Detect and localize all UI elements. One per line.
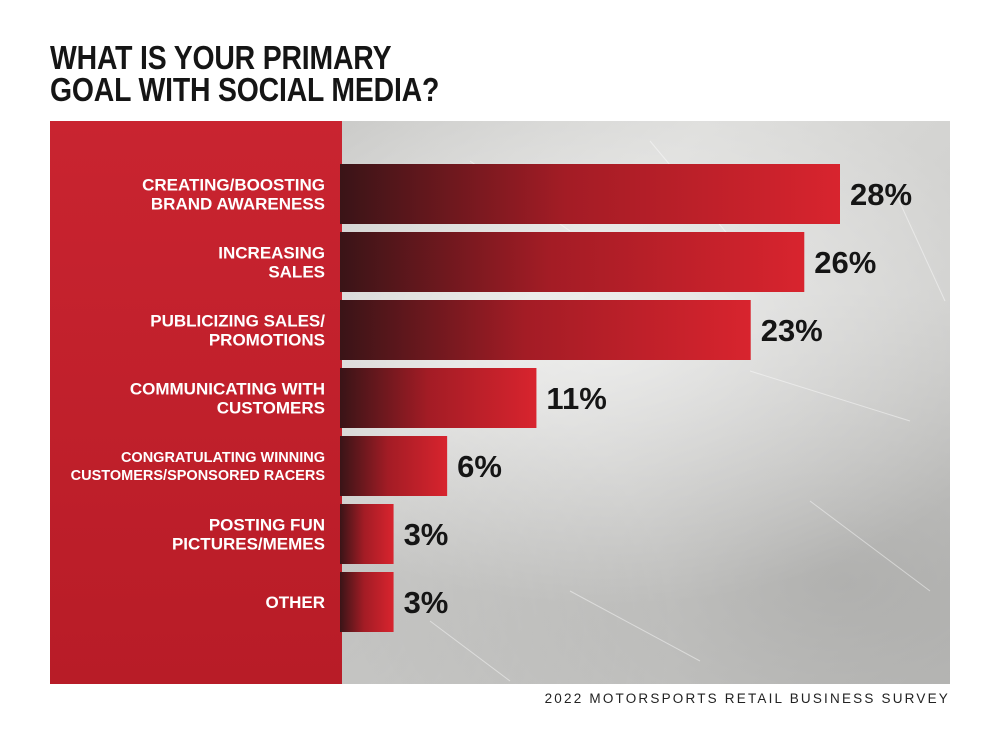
chart-title-line-1: WHAT IS YOUR PRIMARY xyxy=(50,39,392,76)
bar-5 xyxy=(340,436,448,496)
category-label-1: CREATING/BOOSTING BRAND AWARENESS xyxy=(142,176,325,214)
value-label-6: 3% xyxy=(404,517,449,552)
chart-title-line-2: GOAL WITH SOCIAL MEDIA? xyxy=(50,71,440,108)
category-label-5: CONGRATULATING WINNING CUSTOMERS/SPONSORE… xyxy=(71,450,326,484)
source-caption: 2022 MOTORSPORTS RETAIL BUSINESS SURVEY xyxy=(544,691,950,706)
value-label-7: 3% xyxy=(404,585,449,620)
category-label-3: PUBLICIZING SALES/PROMOTIONS xyxy=(150,312,325,350)
chart-panel: CREATING/BOOSTING BRAND AWARENESS 28% INCRE… xyxy=(50,121,950,684)
value-label-5: 6% xyxy=(457,449,502,484)
chart-title: WHAT IS YOUR PRIMARY GOAL WITH SOCIAL ME… xyxy=(50,39,566,108)
bar-2 xyxy=(340,232,805,292)
value-label-4: 11% xyxy=(546,381,606,416)
category-label-7: OTHER xyxy=(266,593,326,612)
bar-4 xyxy=(340,368,537,428)
value-label-1: 28% xyxy=(850,177,912,212)
category-label-2: INCREASING SALES xyxy=(218,244,325,282)
value-label-3: 23% xyxy=(761,313,823,348)
bar-chart: CREATING/BOOSTING BRAND AWARENESS 28% INCRE… xyxy=(50,121,946,684)
category-label-6: POSTING FUN PICTURES/MEMES xyxy=(172,516,325,554)
bar-3 xyxy=(340,300,751,360)
value-label-2: 26% xyxy=(814,245,876,280)
bar-7 xyxy=(340,572,394,632)
label-sidebar xyxy=(50,121,342,684)
bar-6 xyxy=(340,504,394,564)
background-texture xyxy=(429,140,946,682)
bar-1 xyxy=(340,164,840,224)
category-label-4: COMMUNICATING WITH CUSTOMERS xyxy=(130,380,325,418)
